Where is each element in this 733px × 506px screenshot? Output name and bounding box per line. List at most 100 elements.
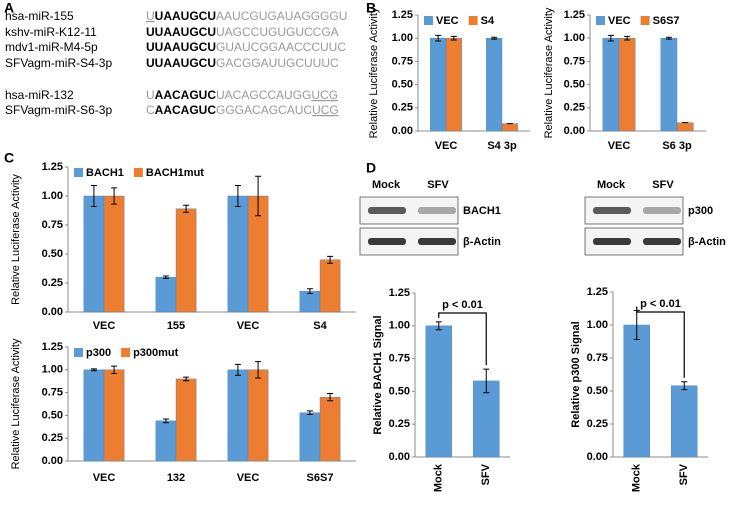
mirna-name: mdv1-miR-M4-5p <box>5 40 98 54</box>
mirna-name: hsa-miR-132 <box>5 88 74 102</box>
bar <box>618 38 636 132</box>
bar <box>670 385 698 458</box>
bar <box>83 369 105 462</box>
bar <box>227 369 249 462</box>
blot-band <box>593 238 631 245</box>
y-tick-label: 0.25 <box>587 418 608 430</box>
y-tick-label: 0.75 <box>42 219 63 231</box>
bar <box>103 369 125 462</box>
y-tick-label: 1.25 <box>392 9 413 21</box>
sequence: UAACAGUCUACAGCCAUGGUCG <box>146 88 338 102</box>
y-axis-label: Relative BACH1 Signal <box>372 315 384 434</box>
bar <box>227 195 249 313</box>
x-tick-label: VEC <box>93 472 116 484</box>
panel-label: D <box>366 160 376 176</box>
bar <box>175 378 197 462</box>
error-bar <box>450 35 457 41</box>
error-bar <box>306 288 313 294</box>
bar <box>676 122 694 132</box>
y-tick-label: 0.25 <box>42 432 63 444</box>
error-bar <box>234 185 241 207</box>
sequence: CAACAGUCGGGACAGCAUCUCG <box>146 103 339 117</box>
error-bar <box>183 376 190 382</box>
legend-swatch <box>121 348 131 357</box>
y-tick-label: 0.75 <box>42 387 63 399</box>
y-tick-label: 1.25 <box>587 286 608 298</box>
bar <box>299 412 321 462</box>
y-tick-label: 1.00 <box>42 364 63 376</box>
lane-label: SFV <box>427 179 449 191</box>
y-tick-label: 0.50 <box>42 248 63 260</box>
legend-swatch <box>133 168 143 177</box>
bar <box>445 38 462 132</box>
legend-label: BACH1 <box>86 167 124 179</box>
bar <box>425 325 453 458</box>
y-tick-label: 1.00 <box>42 190 63 202</box>
bar <box>660 38 678 132</box>
x-tick-label: VEC <box>608 140 631 152</box>
y-tick-label: 0.50 <box>587 385 608 397</box>
y-tick-label: 0.00 <box>42 306 63 318</box>
y-tick-label: 0.75 <box>392 55 413 67</box>
significance-bracket <box>438 312 487 366</box>
y-axis-label: Relative Luciferase Activity <box>368 7 380 138</box>
x-tick-label: 132 <box>167 472 185 484</box>
legend-label: S6S7 <box>653 15 680 27</box>
y-tick-label: 0.25 <box>392 102 413 114</box>
sequence-part: UAGCCUGUGUCCGA <box>216 25 339 39</box>
blot-band <box>643 207 681 214</box>
legend-label: BACH1mut <box>146 167 204 179</box>
bar <box>501 123 518 132</box>
legend-label: VEC <box>608 15 631 27</box>
sequence-part: AAUCGUGAUAGGGGU <box>216 9 347 23</box>
annotation: p < 0.01 <box>640 298 681 310</box>
y-tick-label: 0.50 <box>564 79 585 91</box>
bar <box>155 277 177 313</box>
lane-label: SFV <box>652 179 674 191</box>
y-axis-label: Relative Luciferase Activity <box>10 338 22 469</box>
significance-bracket <box>636 306 685 378</box>
bar <box>623 324 651 458</box>
bar <box>430 38 447 132</box>
sequence-part: GACGGAUUGCUUUC <box>216 56 339 70</box>
x-tick-label: SFV <box>678 463 690 485</box>
y-tick-label: 1.00 <box>564 32 585 44</box>
protein-label: p300 <box>688 205 713 217</box>
y-tick-label: 0.75 <box>587 352 608 364</box>
error-bar <box>255 175 262 217</box>
y-tick-label: 0.50 <box>42 409 63 421</box>
blot-band <box>593 207 631 214</box>
blot-band <box>418 207 456 214</box>
x-tick-label: VEC <box>435 140 458 152</box>
y-tick-label: 1.25 <box>389 287 410 299</box>
error-bar <box>90 368 97 372</box>
blot-band <box>418 238 456 245</box>
sequence-part: U <box>146 9 155 23</box>
error-bar <box>162 275 169 279</box>
x-tick-label: S6 3p <box>662 140 692 152</box>
x-tick-label: VEC <box>237 472 260 484</box>
lane-label: Mock <box>597 179 626 191</box>
bar <box>486 38 503 132</box>
error-bar <box>483 368 490 394</box>
y-tick-label: 0.00 <box>42 455 63 467</box>
y-tick-label: 0.00 <box>389 451 410 463</box>
y-tick-label: 1.25 <box>42 341 63 353</box>
error-bar <box>162 418 169 424</box>
sequence-part: GUAUCGGAACCCUUC <box>216 40 346 54</box>
y-tick-label: 0.50 <box>392 79 413 91</box>
sequence-part: U <box>146 88 155 102</box>
sequence-part: UCG <box>311 88 338 102</box>
mirna-name: kshv-miR-K12-11 <box>5 25 97 39</box>
x-tick-label: 155 <box>167 320 185 332</box>
sequence-part: UCG <box>312 103 339 117</box>
panel-label: A <box>4 0 14 16</box>
x-tick-label: Mock <box>433 463 445 492</box>
error-bar <box>607 34 614 42</box>
bar <box>247 369 269 462</box>
legend-label: VEC <box>436 15 459 27</box>
error-bar <box>327 393 334 402</box>
y-axis-label: Relative Luciferase Activity <box>10 174 22 305</box>
y-tick-label: 1.25 <box>42 161 63 173</box>
y-tick-label: 1.00 <box>587 319 608 331</box>
